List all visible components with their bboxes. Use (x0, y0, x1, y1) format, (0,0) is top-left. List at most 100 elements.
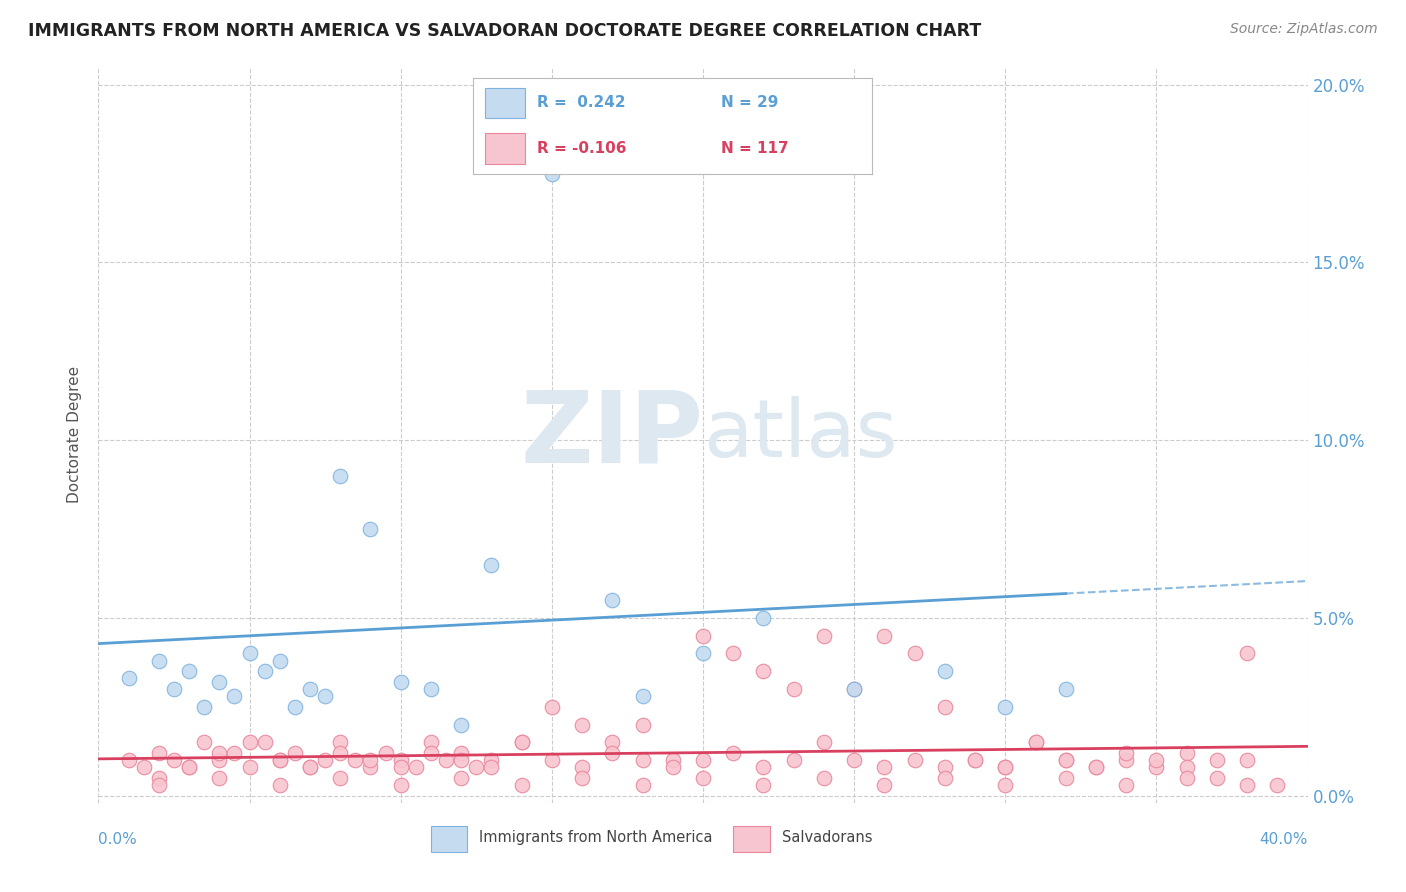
Point (208, 753, 231, 767)
Point (571, 760, 593, 774)
Point (132, 760, 155, 774)
Point (631, 717, 654, 731)
Y-axis label: Doctorate Degree: Doctorate Degree (67, 367, 83, 503)
Point (344, 753, 367, 767)
Point (163, 753, 186, 767)
Point (965, 753, 987, 767)
Point (284, 699, 307, 714)
Point (934, 760, 956, 774)
Point (269, 654, 291, 668)
Point (389, 760, 412, 774)
Point (783, 681, 806, 696)
Point (994, 778, 1017, 792)
Point (1236, 647, 1258, 661)
Point (450, 771, 472, 785)
Point (783, 753, 806, 767)
Point (481, 760, 503, 774)
Point (510, 735, 533, 749)
Point (1175, 771, 1198, 785)
Point (1024, 735, 1046, 749)
Point (994, 760, 1017, 774)
Point (269, 778, 291, 792)
Point (1175, 760, 1198, 774)
Point (723, 746, 745, 760)
Point (994, 760, 1017, 774)
Point (752, 760, 775, 774)
Point (148, 778, 170, 792)
Point (299, 760, 322, 774)
Point (1144, 760, 1167, 774)
Point (208, 746, 231, 760)
Point (148, 746, 170, 760)
Point (148, 771, 170, 785)
Point (118, 753, 141, 767)
Point (571, 771, 593, 785)
Point (1054, 681, 1077, 696)
Point (723, 647, 745, 661)
Point (208, 674, 231, 689)
Point (193, 699, 215, 714)
Point (813, 735, 835, 749)
Point (314, 753, 336, 767)
Point (179, 665, 201, 679)
Point (118, 672, 141, 686)
Point (813, 771, 835, 785)
Point (389, 778, 412, 792)
Point (602, 593, 624, 607)
Point (284, 746, 307, 760)
Point (540, 753, 562, 767)
Point (224, 746, 246, 760)
Point (1085, 760, 1108, 774)
Point (934, 699, 956, 714)
Text: ZIP: ZIP (520, 386, 703, 483)
Point (692, 629, 714, 643)
Point (239, 735, 262, 749)
Point (844, 681, 866, 696)
Point (481, 753, 503, 767)
Point (360, 753, 382, 767)
Point (434, 753, 457, 767)
Point (389, 753, 412, 767)
Point (420, 746, 443, 760)
Point (1115, 746, 1137, 760)
Point (873, 760, 896, 774)
Point (571, 95, 593, 110)
Point (631, 778, 654, 792)
Point (692, 647, 714, 661)
Point (329, 468, 352, 483)
Point (1115, 753, 1137, 767)
Point (299, 681, 322, 696)
Text: Source: ZipAtlas.com: Source: ZipAtlas.com (1230, 22, 1378, 37)
Point (540, 167, 562, 181)
Point (450, 746, 472, 760)
Point (239, 760, 262, 774)
Point (904, 753, 927, 767)
Point (329, 771, 352, 785)
Point (329, 735, 352, 749)
Point (389, 674, 412, 689)
Point (1267, 778, 1289, 792)
Point (965, 753, 987, 767)
Point (1206, 753, 1229, 767)
Point (1236, 778, 1258, 792)
Point (179, 760, 201, 774)
Point (602, 746, 624, 760)
Point (1236, 753, 1258, 767)
Point (1085, 760, 1108, 774)
Point (1024, 735, 1046, 749)
Point (844, 681, 866, 696)
Text: 0.0%: 0.0% (98, 832, 138, 847)
Point (510, 735, 533, 749)
Point (450, 717, 472, 731)
Point (994, 699, 1017, 714)
Point (163, 681, 186, 696)
Point (844, 753, 866, 767)
Point (873, 778, 896, 792)
Point (239, 647, 262, 661)
Point (571, 717, 593, 731)
Point (208, 771, 231, 785)
Point (314, 689, 336, 703)
Point (269, 753, 291, 767)
Point (661, 753, 683, 767)
Point (329, 746, 352, 760)
